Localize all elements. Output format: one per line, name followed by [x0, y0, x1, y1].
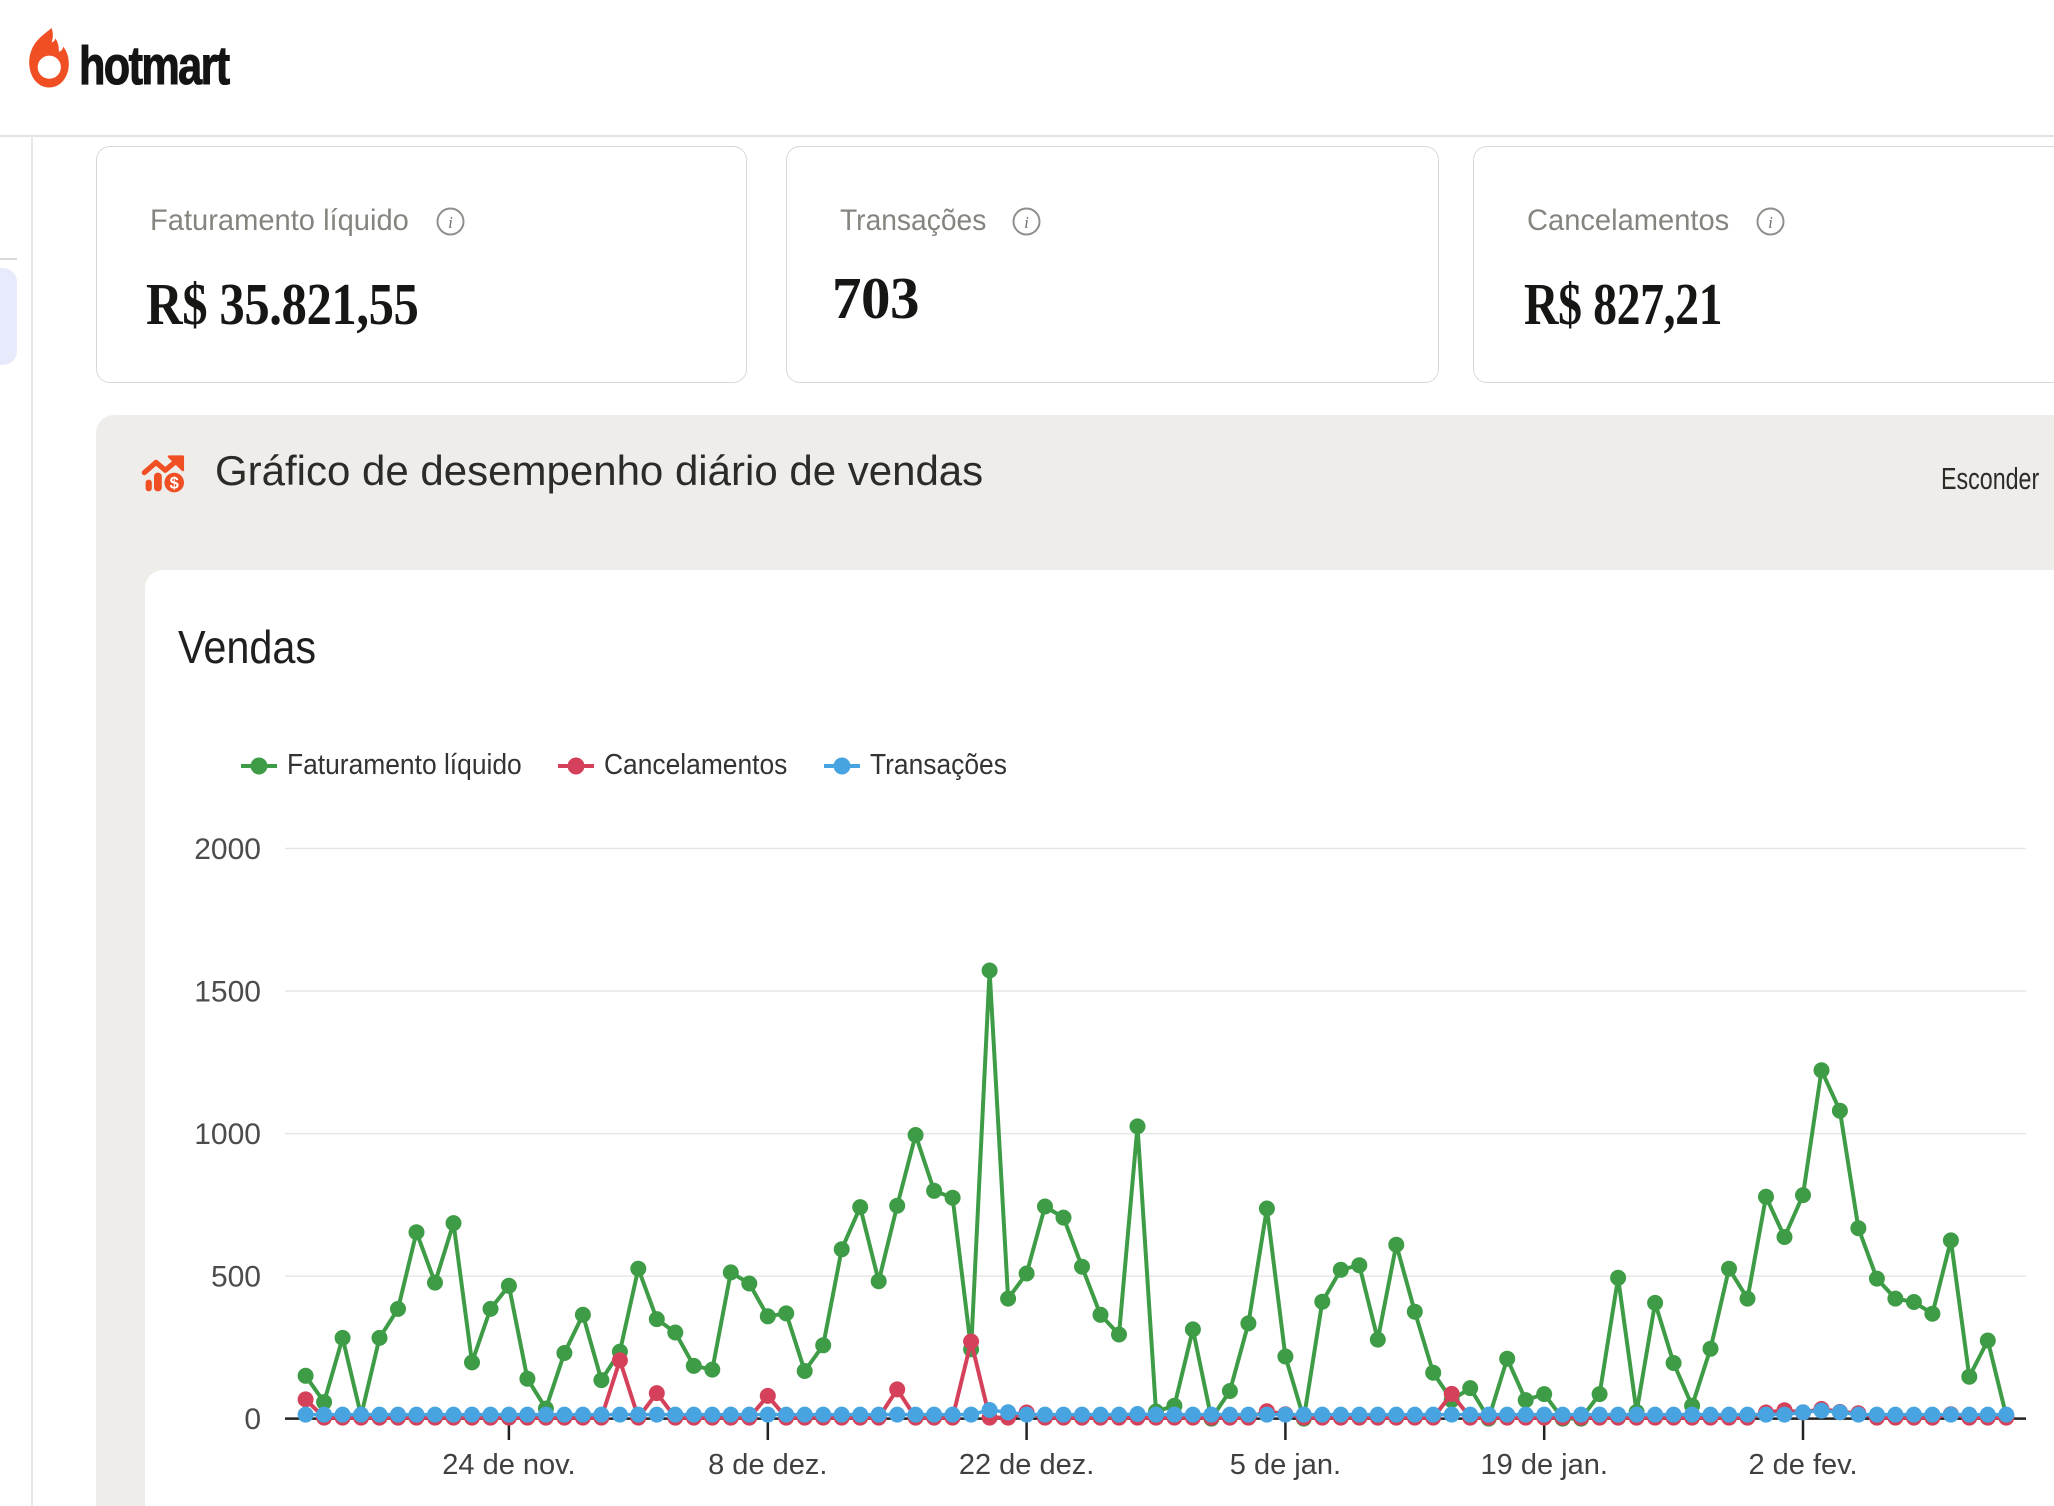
- svg-text:22 de dez.: 22 de dez.: [959, 1449, 1094, 1481]
- svg-text:19 de jan.: 19 de jan.: [1481, 1449, 1608, 1481]
- svg-text:1500: 1500: [194, 976, 261, 1009]
- svg-text:2000: 2000: [194, 833, 261, 866]
- svg-text:2 de fev.: 2 de fev.: [1748, 1449, 1857, 1481]
- svg-text:$: $: [170, 475, 179, 493]
- svg-text:500: 500: [211, 1261, 261, 1294]
- svg-text:i: i: [1768, 213, 1773, 232]
- svg-text:i: i: [448, 213, 453, 232]
- svg-text:8 de dez.: 8 de dez.: [708, 1449, 827, 1481]
- svg-text:i: i: [1024, 213, 1029, 232]
- svg-text:1000: 1000: [194, 1118, 261, 1151]
- svg-text:0: 0: [244, 1403, 261, 1436]
- svg-text:5 de jan.: 5 de jan.: [1230, 1449, 1341, 1481]
- svg-text:24 de nov.: 24 de nov.: [442, 1449, 575, 1481]
